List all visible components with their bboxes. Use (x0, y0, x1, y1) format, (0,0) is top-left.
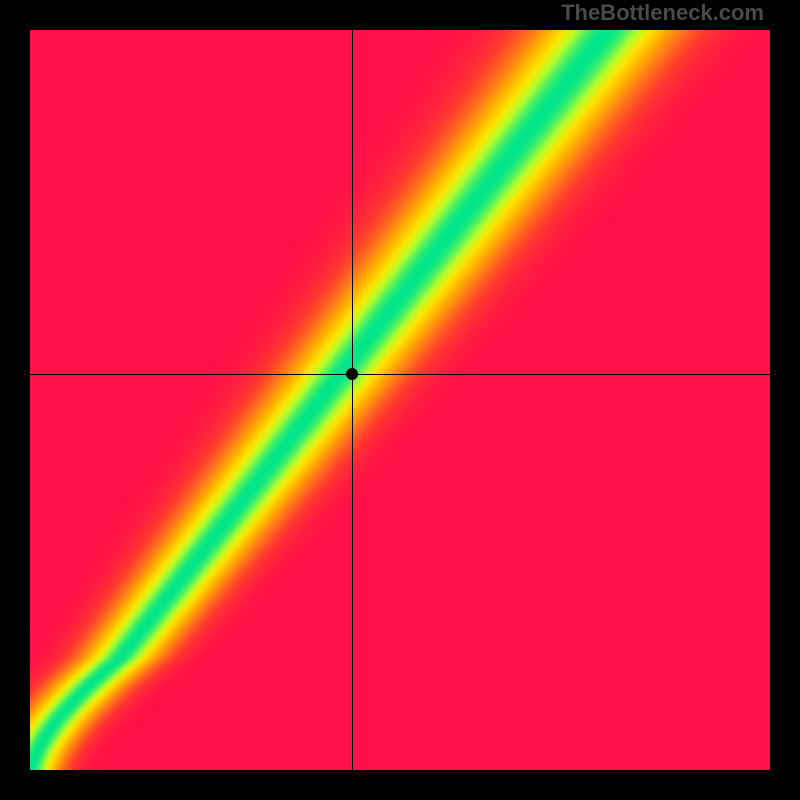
crosshair-vertical (352, 30, 353, 770)
chart-root: TheBottleneck.com (0, 0, 800, 800)
heatmap-plot (30, 30, 770, 770)
heatmap-canvas (30, 30, 770, 770)
marker-dot (346, 368, 358, 380)
crosshair-horizontal (30, 374, 770, 375)
watermark-text: TheBottleneck.com (561, 0, 764, 26)
